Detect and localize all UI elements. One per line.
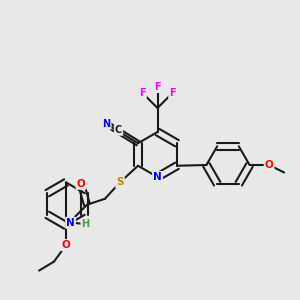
- Text: S: S: [116, 177, 124, 187]
- Text: H: H: [82, 219, 90, 229]
- Text: O: O: [61, 240, 70, 250]
- Text: F: F: [154, 82, 161, 92]
- Text: F: F: [139, 88, 146, 98]
- Text: N: N: [103, 119, 111, 129]
- Text: O: O: [76, 179, 85, 189]
- Text: O: O: [265, 160, 274, 170]
- Text: N: N: [66, 218, 75, 228]
- Text: N: N: [153, 172, 162, 182]
- Text: C: C: [115, 125, 122, 135]
- Text: F: F: [169, 88, 176, 98]
